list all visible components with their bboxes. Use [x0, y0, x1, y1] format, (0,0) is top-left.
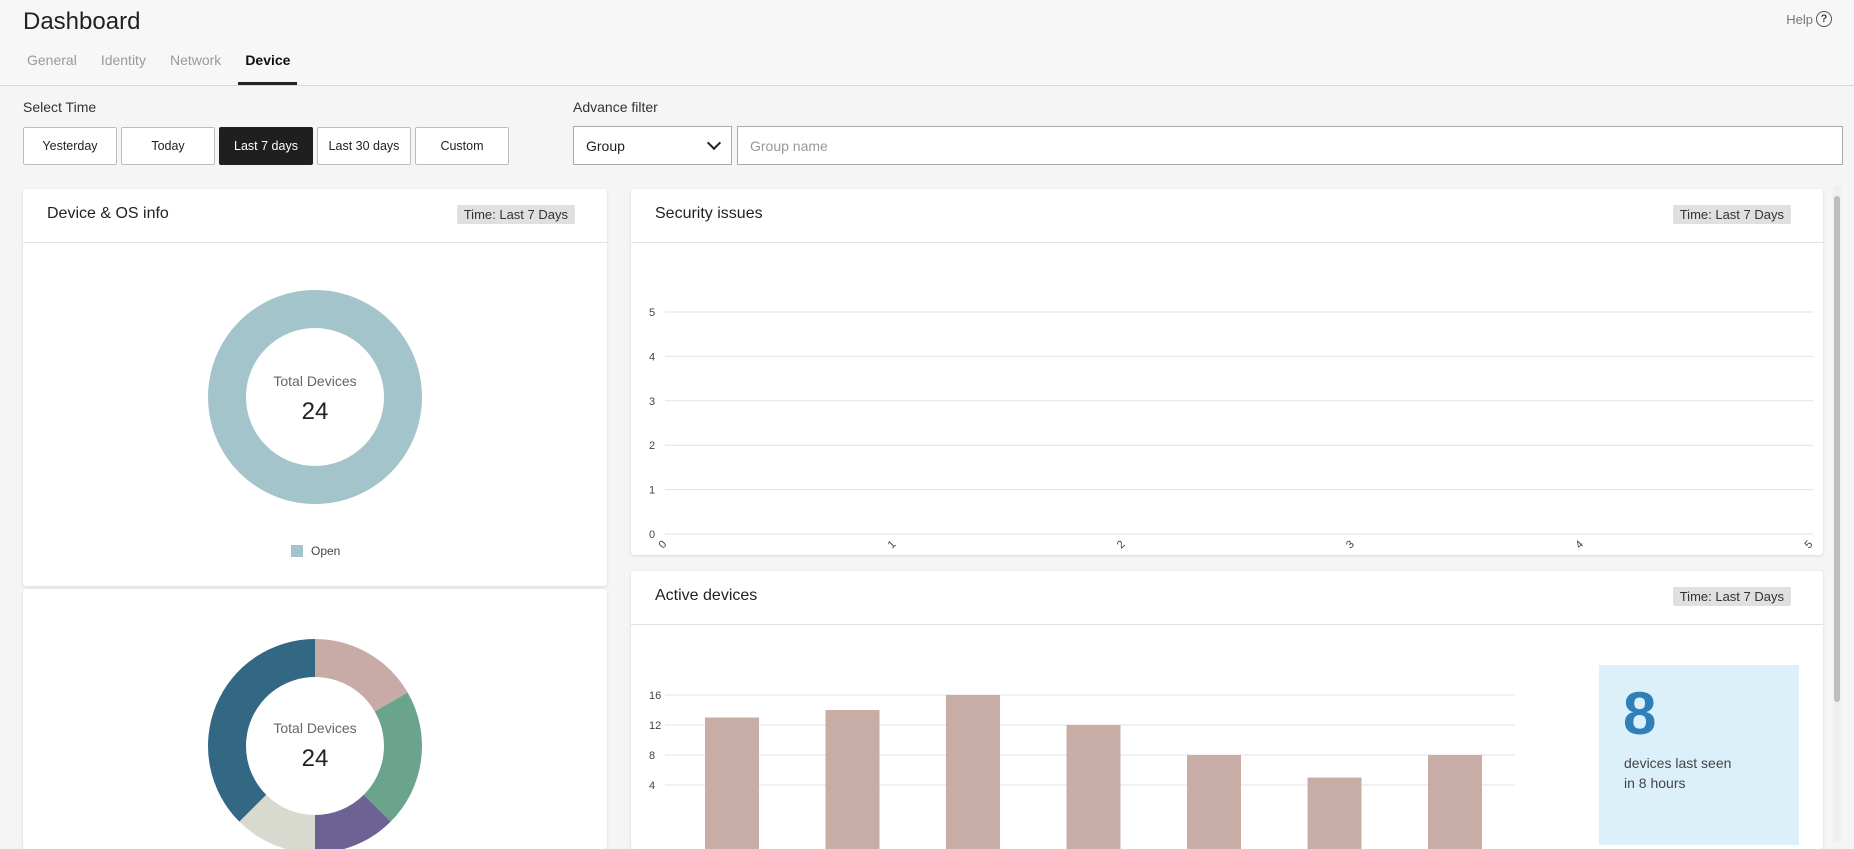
tab-general[interactable]: General [17, 50, 87, 85]
last-30-days-button[interactable]: Last 30 days [317, 127, 411, 165]
y-tick-label: 4 [649, 351, 655, 363]
tab-bar: General Identity Network Device [17, 50, 304, 85]
x-tick-label: 1 [886, 538, 899, 551]
bar[interactable] [1067, 725, 1121, 849]
help-button[interactable]: Help ? [1786, 11, 1832, 27]
custom-button[interactable]: Custom [415, 127, 509, 165]
stat-value: 8 [1623, 679, 1656, 749]
donut-center-value: 24 [215, 398, 415, 426]
x-tick-label: 3 [1344, 538, 1357, 551]
group-select[interactable]: Group [573, 126, 732, 165]
tab-identity[interactable]: Identity [91, 50, 156, 85]
page-title: Dashboard [23, 8, 140, 36]
last-7-days-button[interactable]: Last 7 days [219, 127, 313, 165]
os-donut-chart [23, 589, 607, 849]
scrollbar-thumb[interactable] [1834, 196, 1840, 702]
select-time-label: Select Time [23, 99, 96, 115]
legend-label: Open [311, 544, 340, 558]
advance-filter-label: Advance filter [573, 99, 658, 115]
y-tick-label: 1 [649, 485, 655, 497]
x-tick-label: 5 [1802, 538, 1815, 551]
x-tick-label: 2 [1115, 538, 1128, 551]
stat-text-line-1: devices last seen [1624, 753, 1754, 773]
bar[interactable] [705, 718, 759, 849]
bar[interactable] [1187, 755, 1241, 849]
y-tick-label: 3 [649, 396, 655, 408]
yesterday-button[interactable]: Yesterday [23, 127, 117, 165]
donut-legend-item[interactable]: Open [291, 544, 340, 558]
donut-open-segment[interactable] [227, 309, 403, 485]
bar[interactable] [946, 695, 1000, 849]
stat-text-line-2: in 8 hours [1624, 773, 1754, 793]
today-button[interactable]: Today [121, 127, 215, 165]
legend-swatch [291, 545, 303, 557]
stat-description: devices last seen in 8 hours [1624, 753, 1754, 793]
y-tick-label: 12 [649, 720, 661, 732]
chevron-down-icon [707, 136, 721, 150]
bar[interactable] [1308, 778, 1362, 849]
x-tick-label: 4 [1573, 538, 1586, 551]
device-os-card: Device & OS info Time: Last 7 Days Total… [23, 189, 607, 586]
group-select-value: Group [586, 138, 625, 154]
bar[interactable] [826, 710, 880, 849]
y-tick-label: 2 [649, 440, 655, 452]
y-tick-label: 4 [649, 780, 655, 792]
y-tick-label: 8 [649, 750, 655, 762]
tab-device[interactable]: Device [235, 50, 300, 85]
bar[interactable] [1428, 755, 1482, 849]
y-tick-label: 0 [649, 529, 655, 541]
devices-last-seen-stat: 8 devices last seen in 8 hours [1599, 665, 1799, 845]
device-os-card-2: Total Devices 24 [23, 589, 607, 849]
donut2-center-value: 24 [215, 745, 415, 773]
page-scrollbar[interactable] [1833, 186, 1841, 842]
donut-center-label: Total Devices [215, 373, 415, 389]
y-tick-label: 16 [649, 690, 661, 702]
tab-network[interactable]: Network [160, 50, 231, 85]
help-icon: ? [1816, 11, 1832, 27]
x-tick-label: 0 [656, 538, 669, 551]
security-issues-chart: 0 1 2 3 4 5 0 1 2 3 4 5 [631, 189, 1823, 555]
page-header: Dashboard Help ? General Identity Networ… [0, 0, 1854, 86]
y-tick-label: 5 [649, 307, 655, 319]
help-label: Help [1786, 12, 1813, 27]
group-name-input[interactable] [737, 126, 1843, 165]
donut2-center-label: Total Devices [215, 720, 415, 736]
